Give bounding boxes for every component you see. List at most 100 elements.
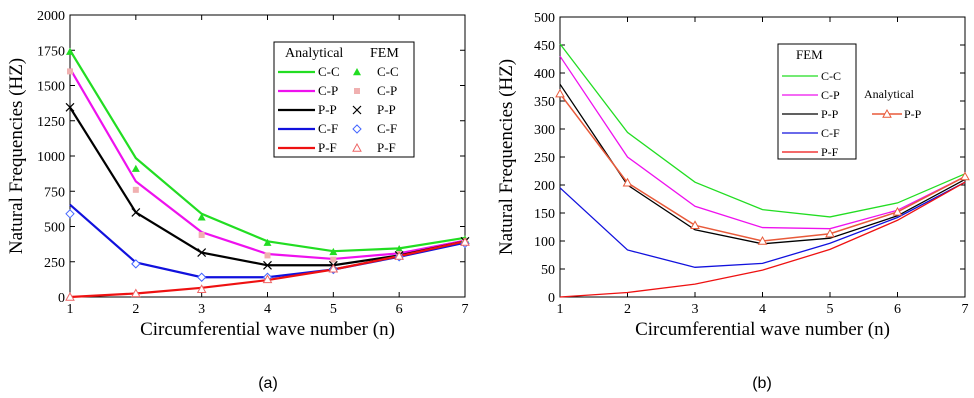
legend-box	[777, 43, 857, 160]
point-analytical-p-p	[757, 235, 768, 245]
y-tick-label: 1250	[37, 115, 65, 130]
x-tick-label: 5	[827, 302, 834, 317]
point-analytical-p-p	[892, 206, 903, 216]
y-tick-label: 50	[541, 263, 555, 278]
legend-marker-p-f	[352, 142, 362, 152]
y-tick-label: 750	[44, 185, 65, 200]
legend-label-fem: P-F	[821, 145, 839, 159]
line-fem-c-c	[559, 43, 966, 218]
point-fem-c-p	[264, 252, 271, 259]
legend-marker-c-c	[353, 68, 361, 76]
x-tick-label: 1	[67, 302, 74, 317]
legend-label-fem: P-P	[377, 102, 396, 117]
legend-label-fem: P-F	[377, 140, 396, 155]
point-fem-p-f	[130, 288, 141, 298]
legend-marker-c-p	[354, 88, 360, 94]
legend-label-fem: C-F	[377, 121, 397, 136]
x-tick-label: 2	[624, 302, 631, 317]
point-fem-c-p	[132, 186, 139, 193]
legend-box	[273, 41, 415, 158]
point-fem-c-c	[263, 238, 272, 246]
x-tick-label: 4	[759, 302, 766, 317]
legend-header-fem: FEM	[370, 46, 399, 61]
point-fem-c-c	[329, 247, 338, 256]
point-fem-c-c	[197, 213, 206, 221]
legend-header-analytical: Analytical	[864, 87, 915, 101]
point-fem-p-p	[197, 248, 207, 258]
y-axis-label: Natural Frequencies (HZ)	[496, 59, 517, 255]
y-tick-label: 2000	[37, 9, 65, 24]
legend-label-fem: C-P	[377, 83, 397, 98]
point-fem-p-p	[131, 207, 141, 217]
point-fem-p-p	[263, 260, 272, 270]
x-tick-label: 5	[330, 302, 337, 317]
point-fem-p-p	[65, 102, 75, 112]
panel-label-a: (a)	[258, 375, 278, 392]
plot-frame	[559, 16, 966, 298]
y-axis-label: Natural Frequencies (HZ)	[6, 58, 27, 254]
point-analytical-p-p	[960, 171, 970, 181]
x-tick-label: 6	[396, 302, 403, 317]
point-analytical-p-p	[825, 228, 835, 238]
y-tick-label: 100	[534, 235, 555, 250]
x-tick-label: 3	[692, 302, 699, 317]
y-tick-label: 500	[44, 221, 65, 236]
line-fem-c-p	[559, 55, 966, 230]
legend-b: FEM C-C C-P P-P C-F P-F	[777, 43, 857, 160]
legend-marker-p-p	[352, 105, 362, 115]
point-fem-c-p	[67, 68, 73, 75]
panel-label-b: (b)	[752, 375, 772, 392]
point-fem-c-p	[198, 231, 205, 238]
x-tick-label: 3	[198, 302, 205, 317]
legend-label-fem: C-C	[821, 69, 841, 83]
legend-label-analytical: P-P	[318, 102, 337, 117]
line-fem-p-f	[559, 181, 966, 298]
point-fem-c-p	[330, 256, 337, 263]
y-tick-label: 1750	[37, 44, 65, 59]
y-tick-label: 350	[534, 95, 555, 110]
point-fem-c-f	[131, 259, 141, 269]
legend-label-fem: C-C	[377, 64, 399, 79]
point-fem-c-f	[196, 272, 207, 282]
point-fem-c-f	[65, 209, 75, 219]
point-fem-p-f	[394, 251, 405, 260]
point-fem-p-f	[328, 263, 339, 273]
y-tick-label: 0	[548, 291, 555, 306]
y-tick-label: 300	[534, 123, 555, 138]
line-fem-c-f	[559, 181, 966, 268]
legend-a: Analytical FEM C-C C-C C-P C-P P-P P-P C-F C-F P-F…	[273, 41, 415, 158]
point-fem-c-c	[66, 47, 74, 55]
x-tick-label: 6	[894, 302, 901, 317]
x-tick-label: 7	[462, 302, 469, 317]
x-axis-label: Circumferential wave number (n)	[140, 319, 395, 340]
legend-label-analytical: C-C	[318, 64, 340, 79]
x-tick-label: 7	[962, 302, 969, 317]
chart-a: 1 2 3 4 5 6 7 0 250 500 750 1000 1250 1500 1750 2000 Cir…	[6, 9, 470, 392]
y-tick-label: 1000	[37, 150, 65, 165]
chart-b: 1 2 3 4 5 6 7 0 50 100 150 200 250 300 350 400 450 500 Cir…	[496, 11, 970, 392]
point-fem-c-c	[131, 164, 140, 172]
legend-label-analytical: C-F	[318, 121, 338, 136]
y-tick-label: 1500	[37, 80, 65, 95]
y-tick-label: 150	[534, 207, 555, 222]
legend-marker-analytical-p-p	[882, 108, 892, 118]
legend-label-analytical: P-P	[904, 107, 922, 121]
y-tick-label: 250	[44, 256, 65, 271]
legend-label-analytical: C-P	[318, 83, 338, 98]
legend-marker-c-f	[352, 124, 362, 134]
point-fem-p-f	[196, 284, 207, 293]
y-tick-label: 250	[534, 151, 555, 166]
line-analytical-p-f	[69, 240, 466, 299]
legend-label-fem: C-P	[821, 88, 840, 102]
legend-header-fem: FEM	[796, 47, 823, 62]
point-fem-c-c	[395, 245, 404, 253]
legend-label-fem: P-P	[821, 107, 839, 121]
legend-label-analytical: P-F	[318, 140, 337, 155]
y-tick-label: 500	[534, 11, 555, 26]
point-fem-p-f	[460, 236, 470, 246]
x-axis-label: Circumferential wave number (n)	[635, 319, 890, 340]
y-tick-label: 450	[534, 39, 555, 54]
point-fem-p-f	[65, 291, 75, 301]
legend-header-analytical: Analytical	[285, 46, 343, 61]
